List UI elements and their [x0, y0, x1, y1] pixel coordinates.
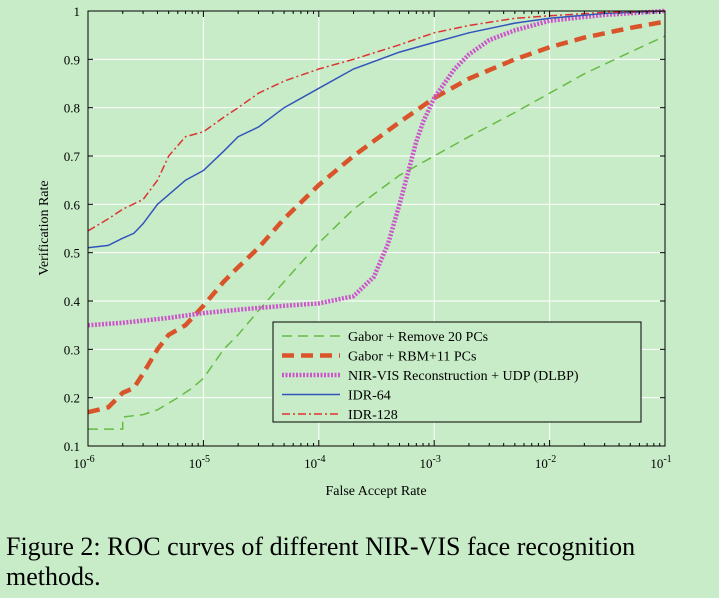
x-tick-base: 10 [535, 456, 548, 471]
x-tick-base: 10 [650, 456, 663, 471]
y-tick-label: 0.2 [64, 391, 80, 406]
x-tick-exponent: -4 [317, 454, 325, 465]
x-axis-title: False Accept Rate [325, 484, 426, 499]
series-group [87, 8, 666, 430]
y-ticks: 0.1 0.2 0.3 0.4 0.5 0.6 0.7 0.8 0.9 1 [64, 4, 665, 454]
x-tick-base: 10 [420, 456, 433, 471]
x-ticks: 10-6 10-5 10-4 10-3 10-2 10-1 [73, 11, 672, 471]
x-tick-exponent: -5 [202, 454, 210, 465]
x-tick-exponent: -6 [86, 454, 94, 465]
series-line-5 [87, 10, 666, 232]
x-tick-label: 10-2 [535, 454, 556, 471]
y-tick-label: 0.6 [64, 197, 81, 212]
x-tick-exponent: -1 [663, 454, 671, 465]
y-tick-label: 0.8 [64, 101, 80, 116]
x-tick-label: 10-5 [189, 454, 210, 471]
x-tick-base: 10 [189, 456, 202, 471]
series-line-3 [87, 8, 666, 328]
y-tick-label: 1 [74, 4, 81, 19]
y-tick-label: 0.7 [64, 149, 81, 164]
legend-box [272, 321, 642, 423]
y-tick-label: 0.3 [64, 342, 80, 357]
plot-frame [87, 10, 666, 447]
legend-label: IDR-64 [348, 389, 391, 404]
y-tick-label: 0.5 [64, 246, 80, 261]
x-tick-base: 10 [304, 456, 317, 471]
series-line-2 [87, 19, 666, 415]
legend: Gabor + Remove 20 PCs Gabor + RBM+11 PCs N… [272, 321, 642, 423]
legend-label: Gabor + RBM+11 PCs [348, 350, 476, 365]
legend-label: NIR-VIS Reconstruction + UDP (DLBP) [348, 369, 579, 384]
x-tick-label: 10-6 [73, 454, 94, 471]
x-tick-label: 10-4 [304, 454, 325, 471]
figure-caption: Figure 2: ROC curves of different NIR-VI… [6, 532, 636, 591]
y-tick-label: 0.9 [64, 52, 80, 67]
series-line-4 [87, 10, 666, 249]
y-tick-label: 0.4 [64, 294, 81, 309]
x-tick-exponent: -3 [433, 454, 441, 465]
y-tick-label: 0.1 [64, 439, 80, 454]
x-tick-base: 10 [73, 456, 86, 471]
x-tick-label: 10-3 [420, 454, 441, 471]
x-tick-exponent: -2 [548, 454, 556, 465]
y-axis-title: Verification Rate [37, 180, 52, 275]
roc-chart: 10-6 10-5 10-4 10-3 10-2 10-1 0.10.20.30.40.5… [37, 4, 672, 499]
series-line-1 [88, 35, 666, 430]
legend-label: Gabor + Remove 20 PCs [348, 330, 488, 345]
legend-label: IDR-128 [348, 408, 398, 423]
x-tick-label: 10-1 [650, 454, 671, 471]
